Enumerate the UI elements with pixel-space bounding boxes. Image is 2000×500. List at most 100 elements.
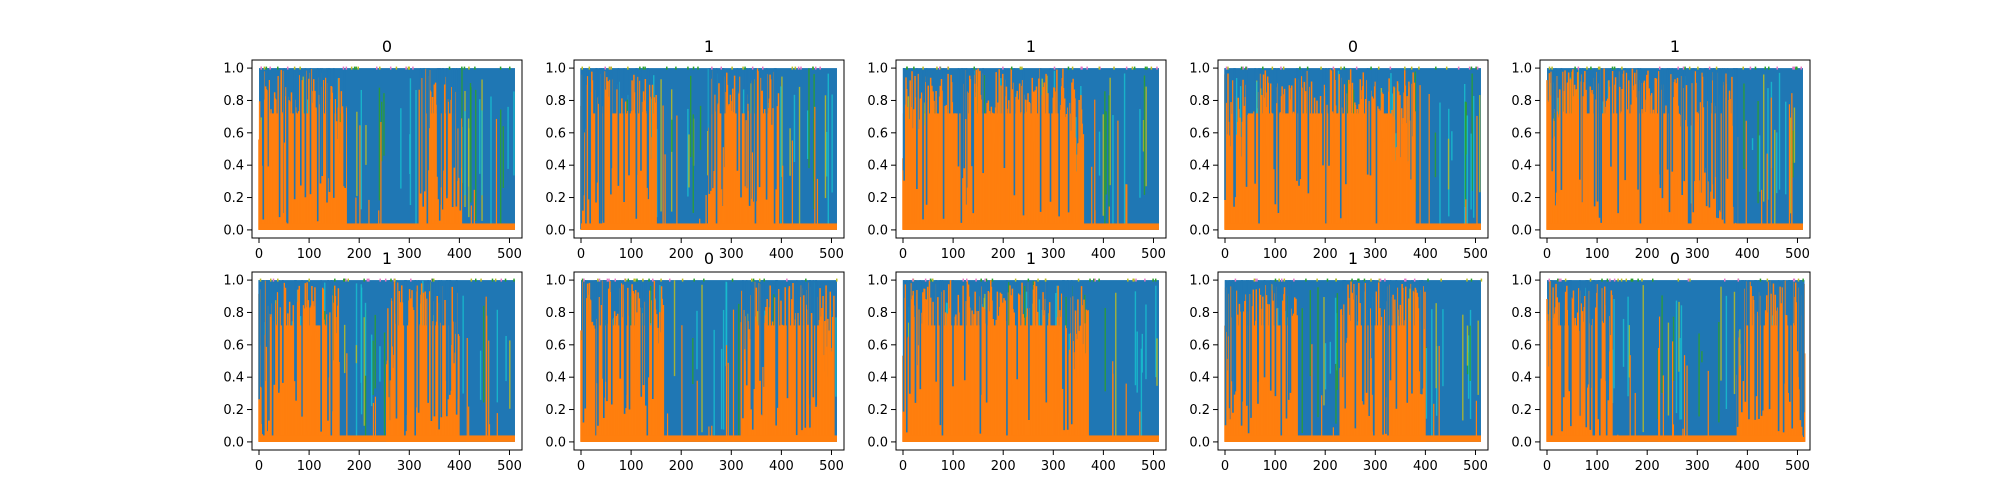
series-orange-baseline xyxy=(1547,435,1803,442)
y-tick-label: 0.0 xyxy=(223,223,244,238)
x-tick-label: 300 xyxy=(1041,459,1066,474)
plot-area xyxy=(1224,66,1481,230)
subplot-4: 0 100 200 300 400 500 0.0 0.2 0.4 0.6 0.8 1.0 1 xyxy=(1511,37,1811,262)
x-tick-label: 0 xyxy=(899,459,907,474)
x-tick-label: 200 xyxy=(1313,459,1338,474)
y-tick-label: 0.8 xyxy=(223,94,244,109)
subplot-title: 0 xyxy=(1670,249,1680,268)
y-tick-label: 0.6 xyxy=(1189,338,1210,353)
x-tick-label: 300 xyxy=(1685,459,1710,474)
y-tick-label: 0.6 xyxy=(1511,338,1532,353)
y-tick-label: 1.0 xyxy=(545,274,566,289)
y-tick-label: 0.8 xyxy=(545,94,566,109)
y-tick-label: 1.0 xyxy=(545,62,566,77)
y-tick-label: 0.6 xyxy=(545,338,566,353)
x-tick-label: 200 xyxy=(669,459,694,474)
x-tick-label: 300 xyxy=(1041,247,1066,262)
y-tick-label: 0.2 xyxy=(1189,191,1210,206)
x-tick-label: 100 xyxy=(941,247,966,262)
y-tick-label: 0.2 xyxy=(1189,403,1210,418)
y-tick-label: 1.0 xyxy=(867,62,888,77)
x-tick-label: 300 xyxy=(1685,247,1710,262)
x-tick-label: 100 xyxy=(619,247,644,262)
subplot-title: 1 xyxy=(704,37,714,56)
subplot-7: 0 100 200 300 400 500 0.0 0.2 0.4 0.6 0.8 1.0 1 xyxy=(867,249,1167,474)
y-tick-label: 0.4 xyxy=(1511,159,1532,174)
axes-frame xyxy=(1539,271,1811,451)
x-tick-label: 0 xyxy=(255,247,263,262)
series-orange-baseline xyxy=(1225,223,1481,230)
plot-area xyxy=(1224,278,1483,442)
x-tick-label: 400 xyxy=(1413,247,1438,262)
x-tick-label: 0 xyxy=(1543,459,1551,474)
x-tick-label: 300 xyxy=(719,459,744,474)
x-tick-label: 0 xyxy=(1543,247,1551,262)
axes-frame xyxy=(895,59,1167,239)
y-tick-label: 0.6 xyxy=(1189,126,1210,141)
plot-area xyxy=(258,66,515,230)
y-tick-label: 0.0 xyxy=(545,223,566,238)
x-tick-label: 400 xyxy=(1735,459,1760,474)
series-orange-baseline xyxy=(903,223,1159,230)
y-tick-label: 0.6 xyxy=(867,126,888,141)
x-tick-label: 500 xyxy=(1463,459,1488,474)
x-tick-label: 200 xyxy=(669,247,694,262)
x-tick-label: 400 xyxy=(769,459,794,474)
y-tick-label: 1.0 xyxy=(1511,274,1532,289)
y-tick-label: 0.4 xyxy=(1189,371,1210,386)
y-tick-label: 0.2 xyxy=(223,191,244,206)
plot-area xyxy=(1546,278,1806,442)
y-tick-label: 0.4 xyxy=(1189,159,1210,174)
x-tick-label: 0 xyxy=(577,247,585,262)
series-orange-baseline xyxy=(259,435,515,442)
y-tick-label: 0.8 xyxy=(867,94,888,109)
y-tick-label: 0.8 xyxy=(867,306,888,321)
subplot-3: 0 100 200 300 400 500 0.0 0.2 0.4 0.6 0.8 1.0 0 xyxy=(1189,37,1489,262)
axes-frame xyxy=(251,59,523,239)
y-tick-label: 0.0 xyxy=(867,223,888,238)
subplot-title: 0 xyxy=(1348,37,1358,56)
y-tick-label: 0.6 xyxy=(867,338,888,353)
x-tick-label: 200 xyxy=(991,459,1016,474)
x-tick-label: 500 xyxy=(819,459,844,474)
x-tick-label: 500 xyxy=(1141,459,1166,474)
series-orange-baseline xyxy=(1225,435,1481,442)
x-tick-label: 100 xyxy=(297,247,322,262)
y-tick-label: 0.2 xyxy=(1511,191,1532,206)
x-tick-label: 200 xyxy=(347,459,372,474)
x-tick-label: 400 xyxy=(447,459,472,474)
series-orange-baseline xyxy=(581,435,837,442)
y-tick-label: 0.0 xyxy=(1511,435,1532,450)
x-tick-label: 0 xyxy=(1221,247,1229,262)
x-tick-label: 100 xyxy=(1263,459,1288,474)
y-tick-label: 0.8 xyxy=(1511,306,1532,321)
y-tick-label: 0.4 xyxy=(545,371,566,386)
x-tick-label: 100 xyxy=(1263,247,1288,262)
x-tick-label: 200 xyxy=(991,247,1016,262)
axes-frame xyxy=(251,271,523,451)
series-orange-baseline xyxy=(581,223,837,230)
subplot-title: 1 xyxy=(1670,37,1680,56)
subplot-title: 1 xyxy=(1026,37,1036,56)
y-tick-label: 0.8 xyxy=(1511,94,1532,109)
x-tick-label: 500 xyxy=(497,459,522,474)
y-tick-label: 0.2 xyxy=(1511,403,1532,418)
x-tick-label: 500 xyxy=(1463,247,1488,262)
x-tick-label: 100 xyxy=(941,459,966,474)
plot-area xyxy=(902,278,1159,442)
subplot-0: 0 100 200 300 400 500 0.0 0.2 0.4 0.6 0.8 1.0 0 xyxy=(223,37,523,262)
y-tick-label: 0.4 xyxy=(223,371,244,386)
y-tick-label: 0.6 xyxy=(223,338,244,353)
plot-area xyxy=(258,278,515,442)
x-tick-label: 400 xyxy=(1091,459,1116,474)
y-tick-label: 1.0 xyxy=(1511,62,1532,77)
y-tick-label: 0.8 xyxy=(1189,94,1210,109)
x-tick-label: 500 xyxy=(1785,459,1810,474)
x-tick-label: 400 xyxy=(1735,247,1760,262)
y-tick-label: 0.8 xyxy=(223,306,244,321)
axes-frame xyxy=(1539,59,1811,239)
y-tick-label: 0.4 xyxy=(223,159,244,174)
y-tick-label: 0.4 xyxy=(1511,371,1532,386)
